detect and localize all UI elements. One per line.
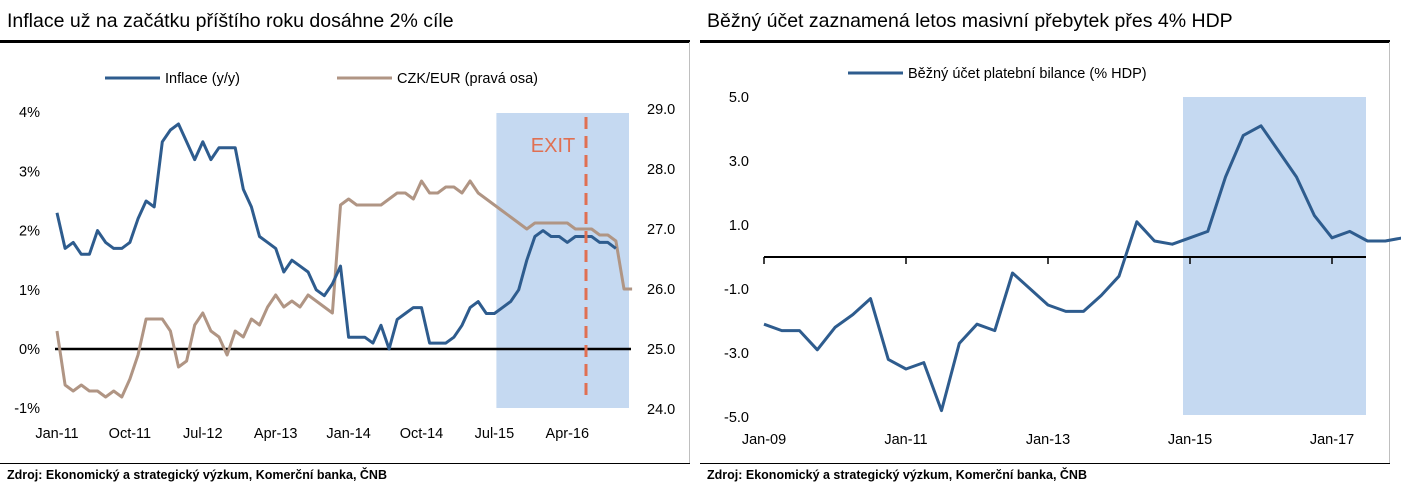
x-tick-label: Jan-11: [35, 426, 78, 442]
left-y-tick-label: 2%: [19, 224, 40, 240]
x-tick-label: Jan-17: [1310, 432, 1354, 448]
czk-eur-series-line: [55, 179, 633, 399]
x-tick-label: Jan-11: [884, 432, 927, 448]
x-tick-label: Oct-11: [109, 426, 151, 442]
y-tick-label: -3.0: [724, 346, 749, 362]
current-account-series-line: [763, 124, 1401, 413]
y-tick-label: 1.0: [729, 218, 749, 234]
left-y-tick-label: 3%: [19, 164, 40, 180]
right-source-note: Zdroj: Ekonomický a strategický výzkum, …: [707, 468, 1087, 482]
legend-current-account-label: Běžný účet platební bilance (% HDP): [908, 66, 1147, 82]
x-tick-label: Jul-15: [475, 426, 515, 442]
y-tick-label: 5.0: [729, 90, 749, 106]
exit-annotation: EXIT: [531, 135, 575, 157]
right-y-tick-label: 24.0: [647, 402, 675, 418]
y-tick-label: -1.0: [724, 282, 749, 298]
x-tick-label: Jul-12: [183, 426, 223, 442]
right-y-tick-label: 27.0: [647, 222, 675, 238]
left-source-note: Zdroj: Ekonomický a strategický výzkum, …: [7, 468, 387, 482]
right-y-tick-label: 25.0: [647, 342, 675, 358]
left-source-rule: [0, 463, 690, 464]
current-account-chart: -5.0 -3.0 -1.0 1.0 3.0 5.0 Jan-09 Jan-11 Jan-13 J…: [724, 66, 1401, 448]
right-y-tick-label: 29.0: [647, 102, 675, 118]
y-tick-label: -5.0: [724, 410, 749, 426]
right-chart-panel: Běžný účet zaznamená letos masivní přeby…: [700, 0, 1401, 491]
left-y-tick-label: 1%: [19, 283, 40, 299]
x-tick-label: Jan-15: [1168, 432, 1212, 448]
left-frame-border: [689, 42, 690, 464]
shaded-forecast-region: [496, 113, 629, 408]
left-y-tick-label: 4%: [19, 105, 40, 121]
right-frame-border: [1389, 42, 1390, 464]
x-tick-label: Apr-13: [254, 426, 298, 442]
right-y-tick-label: 26.0: [647, 282, 675, 298]
y-tick-label: 3.0: [729, 154, 749, 170]
x-tick-label: Apr-16: [546, 426, 590, 442]
x-tick-label: Jan-14: [326, 426, 370, 442]
left-y-tick-label: -1%: [14, 401, 40, 417]
left-chart-panel: Inflace už na začátku příštího roku dosá…: [0, 0, 690, 491]
right-source-rule: [700, 463, 1390, 464]
right-y-tick-label: 28.0: [647, 162, 675, 178]
left-title-rule: [0, 40, 690, 43]
left-y-tick-label: 0%: [19, 342, 40, 358]
inflation-czk-chart: -1% 0% 1% 2% 3% 4% 24.0 25.0 26.0 27.0 28.0 29.0 Jan…: [14, 71, 675, 442]
left-chart-title: Inflace už na začátku příštího roku dosá…: [7, 10, 454, 32]
right-chart-title: Běžný účet zaznamená letos masivní přeby…: [707, 10, 1233, 32]
right-title-rule: [700, 40, 1390, 43]
legend-czk-label: CZK/EUR (pravá osa): [397, 71, 538, 87]
x-tick-label: Jan-13: [1026, 432, 1070, 448]
legend-inflation-label: Inflace (y/y): [165, 71, 240, 87]
inflation-series-line: [55, 122, 617, 351]
x-tick-label: Jan-09: [742, 432, 786, 448]
x-tick-label: Oct-14: [400, 426, 444, 442]
